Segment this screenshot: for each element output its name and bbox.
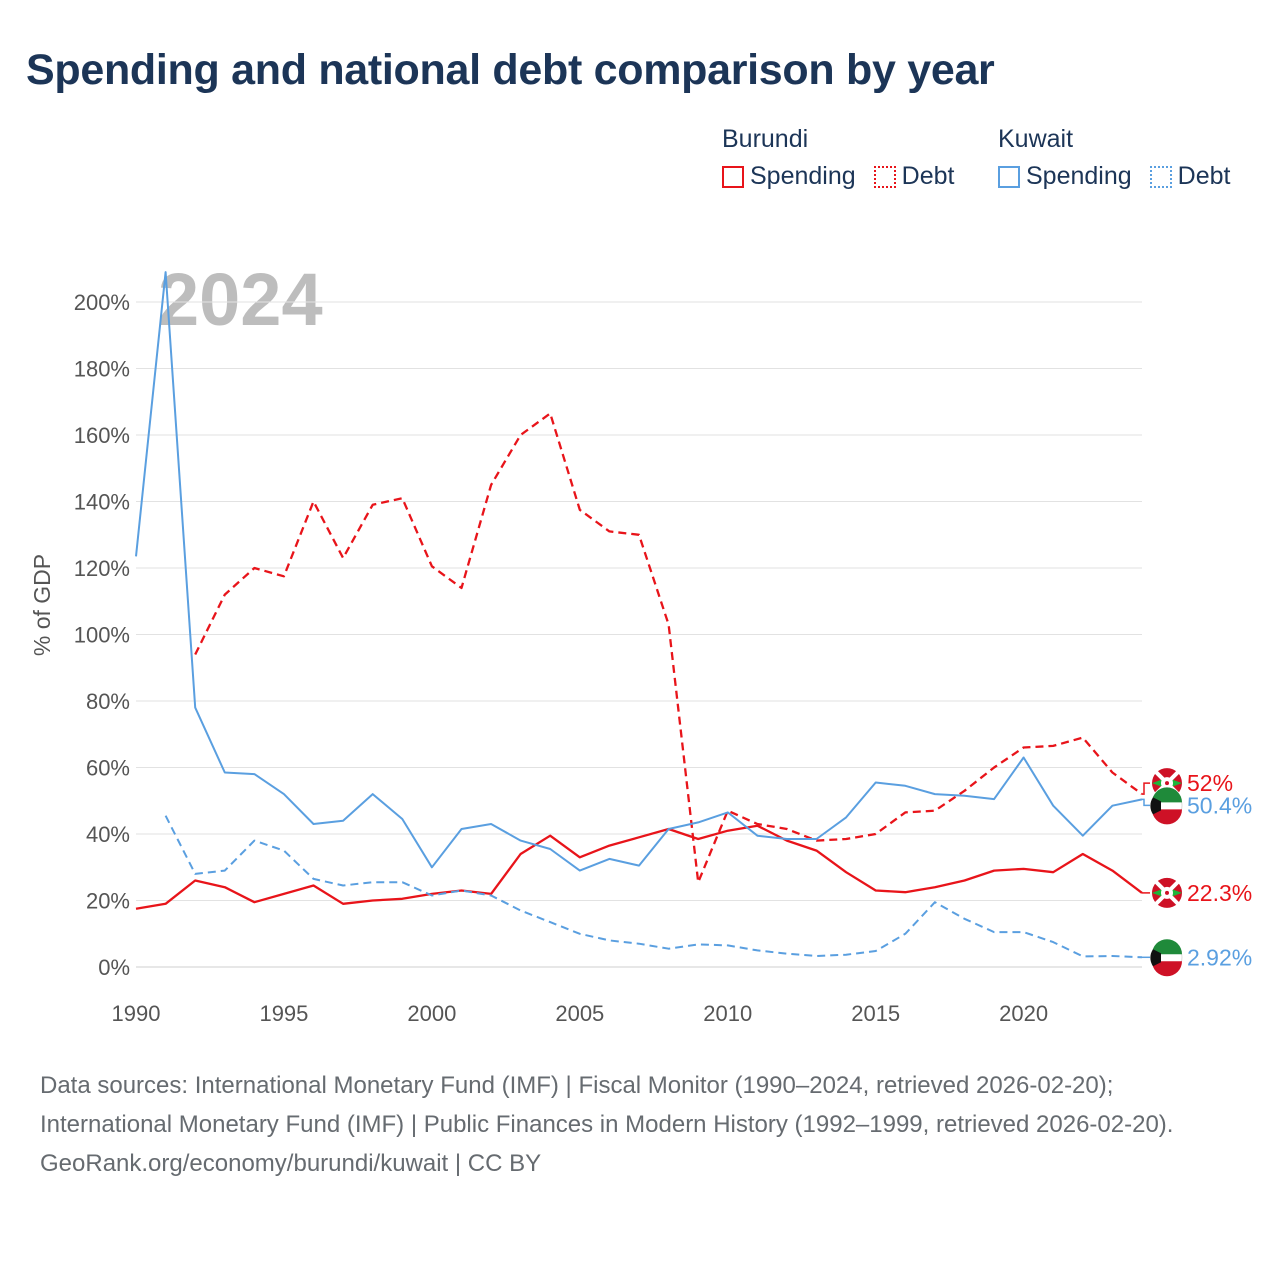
footer: Data sources: International Monetary Fun… <box>40 1066 1240 1183</box>
end-label-kuwait-debt: 2.92% <box>1142 939 1252 977</box>
y-tick-label: 180% <box>74 357 130 382</box>
x-tick-label: 2005 <box>555 1001 604 1026</box>
line-chart: 2024 % of GDP 0% 20% 40% 60% 80% 100% 120% 140%… <box>29 258 1252 1026</box>
end-label-kuwait-spending: 50.4% <box>1142 787 1252 825</box>
flag-green-band <box>1152 939 1182 955</box>
y-tick-label: 0% <box>98 955 130 980</box>
flag-black-trapezoid <box>1150 949 1161 967</box>
legend-swatch <box>722 165 744 188</box>
flag-red-band <box>1152 809 1182 825</box>
flag-red-band <box>1152 961 1182 977</box>
y-tick-label: 160% <box>74 423 130 448</box>
flag-green-triangles <box>1152 888 1182 897</box>
y-tick-label: 140% <box>74 490 130 515</box>
end-value-label: 2.92% <box>1187 944 1252 970</box>
flag-black-trapezoid <box>1150 797 1161 815</box>
end-value-label: 50.4% <box>1187 792 1252 818</box>
y-tick-label: 20% <box>86 889 130 914</box>
legend-kuwait: Kuwait Spending Debt <box>998 122 1230 191</box>
legend-country-label: Kuwait <box>998 125 1074 153</box>
x-tick-label: 2000 <box>407 1001 456 1026</box>
x-tick-label: 1990 <box>112 1001 161 1026</box>
legend-label: Spending <box>1026 162 1132 190</box>
data-sources: Data sources: International Monetary Fun… <box>40 1072 1174 1138</box>
year-watermark: 2024 <box>158 258 323 341</box>
legend-item-kuwait-debt[interactable]: Debt <box>1149 162 1231 191</box>
legend-item-burundi-debt[interactable]: Debt <box>873 162 955 191</box>
series-line-burundi-debt <box>194 412 1143 884</box>
legend-label: Debt <box>1177 162 1231 190</box>
y-tick-label: 40% <box>86 822 130 847</box>
legend-burundi: Burundi Spending Debt <box>722 122 954 191</box>
x-tick-label: 2010 <box>703 1001 752 1026</box>
end-value-label: 52% <box>1187 770 1233 796</box>
x-tick-label: 2015 <box>851 1001 900 1026</box>
y-tick-label: 120% <box>74 556 130 581</box>
legend-item-kuwait-spending[interactable]: Spending <box>998 162 1132 191</box>
legend-country-label: Burundi <box>722 125 809 153</box>
y-tick-label: 200% <box>74 290 130 315</box>
y-axis-label: % of GDP <box>29 554 55 656</box>
x-tick-label: 1995 <box>259 1001 308 1026</box>
leader-line <box>1142 798 1150 807</box>
legend-label: Spending <box>750 162 856 190</box>
legend-swatch <box>998 165 1020 188</box>
end-label-burundi-debt: 52% <box>1142 768 1233 799</box>
y-tick-label: 60% <box>86 756 130 781</box>
legend-item-burundi-spending[interactable]: Spending <box>722 162 856 191</box>
y-tick-label: 100% <box>74 623 130 648</box>
legend-swatch <box>1149 165 1172 188</box>
series-line-kuwait-debt <box>164 815 1143 959</box>
flag-star <box>1165 781 1169 786</box>
series-line-burundi-spending <box>135 824 1143 910</box>
legend-label: Debt <box>901 162 955 190</box>
x-tick-label: 2020 <box>999 1001 1048 1026</box>
credit-link[interactable]: GeoRank.org/economy/burundi/kuwait | CC … <box>40 1150 542 1177</box>
end-label-burundi-spending: 22.3% <box>1142 877 1252 908</box>
chart-title: Spending and national debt comparison by… <box>26 46 995 94</box>
flag-green-triangles <box>1152 779 1182 788</box>
legend-swatch <box>873 165 896 188</box>
y-tick-label: 80% <box>86 689 130 714</box>
flag-star <box>1165 890 1169 895</box>
leader-line <box>1142 782 1150 795</box>
end-value-label: 22.3% <box>1187 880 1252 906</box>
series-line-kuwait-spending <box>135 271 1143 872</box>
flag-green-band <box>1152 787 1182 803</box>
